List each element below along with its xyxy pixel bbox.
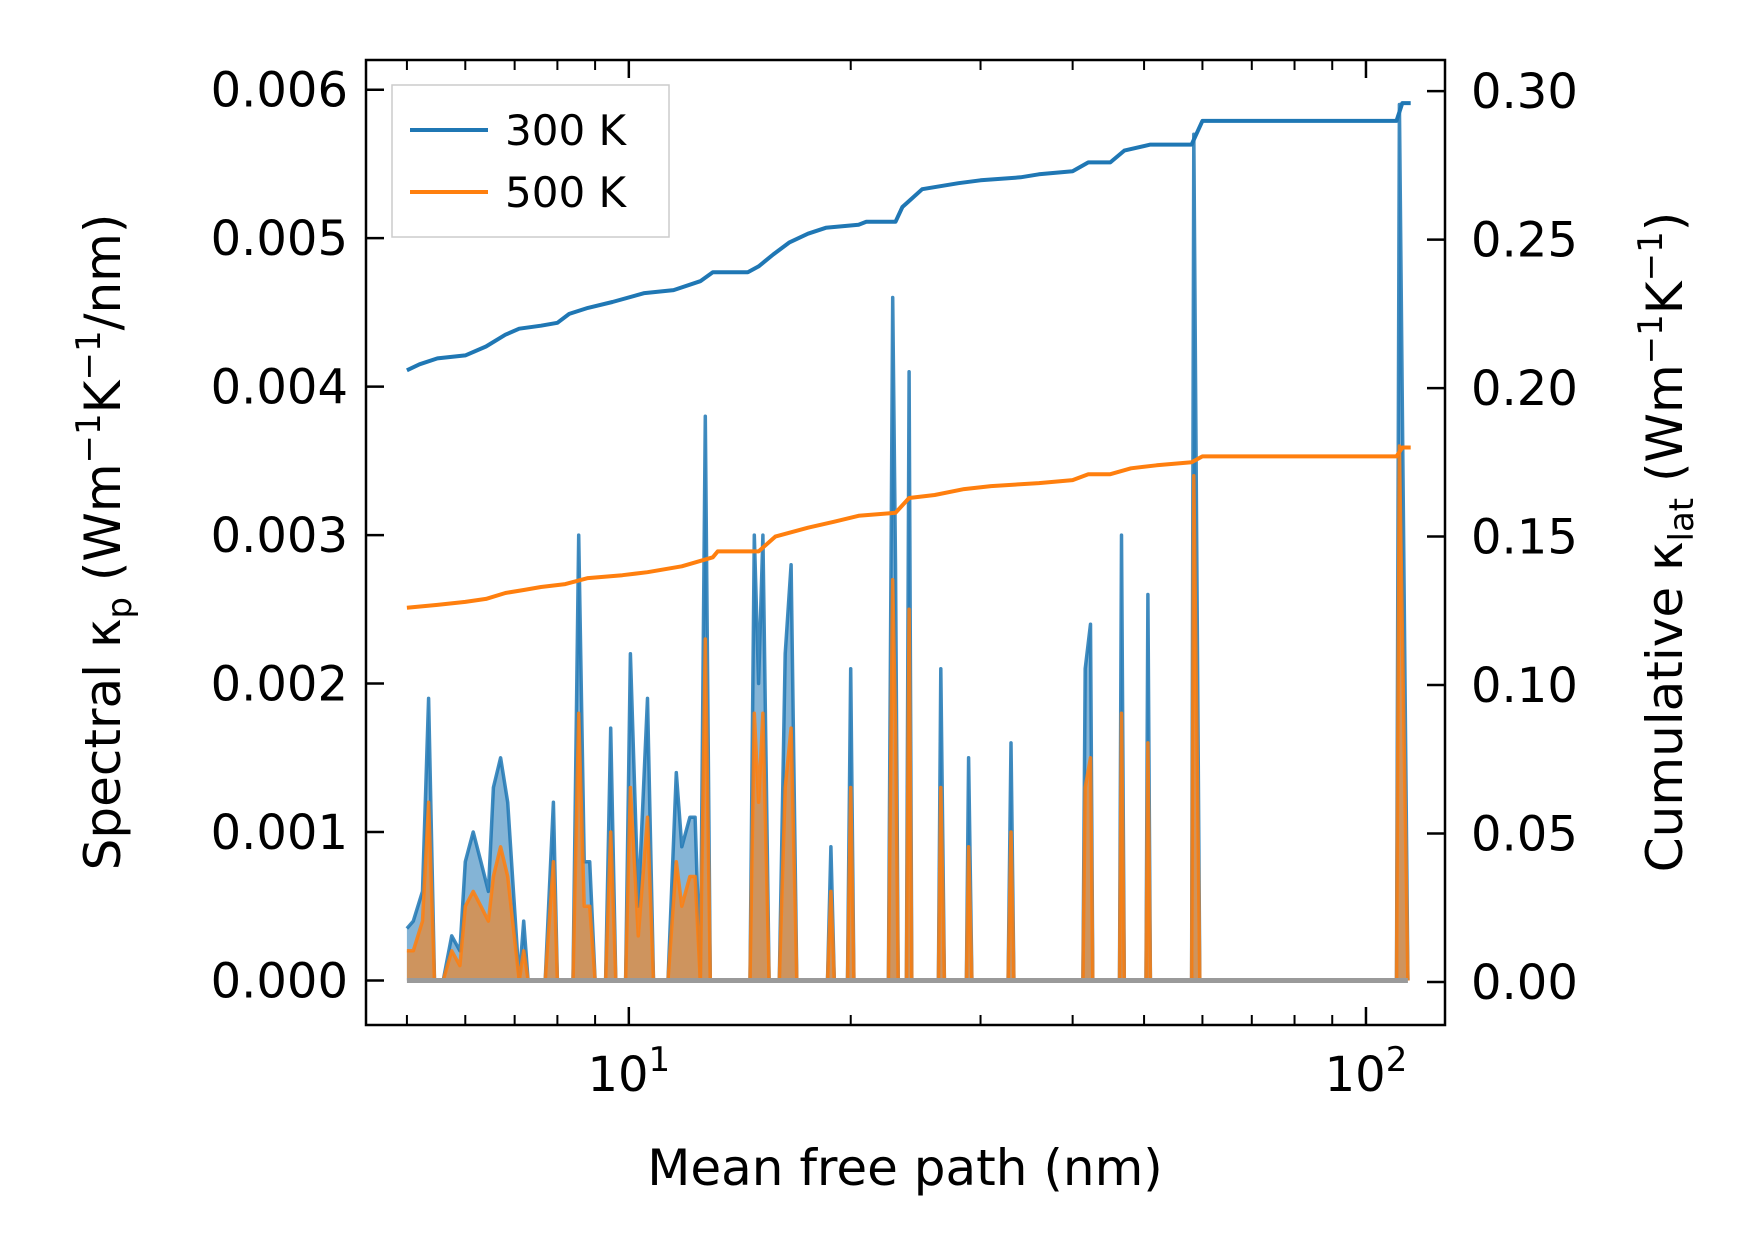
legend-label-300k: 300 K: [505, 106, 628, 155]
right-tick-label: 0.30: [1471, 64, 1578, 120]
left-tick-label: 0.001: [211, 805, 348, 861]
left-axis-label: Spectral κp (Wm−1K−1/nm): [69, 214, 140, 871]
x-axis-label: Mean free path (nm): [647, 1139, 1163, 1197]
right-tick-label: 0.05: [1471, 806, 1578, 862]
left-tick-label: 0.000: [211, 953, 348, 1009]
legend-label-500k: 500 K: [505, 168, 628, 217]
plot-area: [405, 101, 1411, 983]
left-tick-label: 0.003: [211, 508, 348, 564]
left-tick-label: 0.002: [211, 657, 348, 713]
axes-frame: [364, 58, 1447, 1027]
x-tick-label: 102: [1325, 1040, 1408, 1103]
left-tick-label: 0.005: [211, 211, 348, 267]
right-tick-label: 0.25: [1471, 213, 1578, 269]
spectral-line-500k: [406, 444, 1410, 983]
cumulative-line-300k: [406, 101, 1411, 373]
legend: 300 K 500 K: [391, 84, 670, 238]
right-tick-label: 0.10: [1471, 658, 1578, 714]
cumulative-line-500k: [406, 445, 1411, 610]
right-axis-label: Cumulative κlat (Wm−1K−1): [1631, 212, 1702, 872]
axis-ticks: 0.000 0.001 0.002 0.003 0.004 0.005 0.006 0.00 0…: [211, 60, 1578, 1103]
right-tick-label: 0.15: [1471, 510, 1578, 566]
right-tick-label: 0.20: [1471, 361, 1578, 417]
legend-box: [391, 84, 670, 238]
left-tick-label: 0.006: [211, 63, 348, 119]
right-tick-label: 0.00: [1471, 955, 1578, 1011]
x-tick-label: 101: [587, 1040, 670, 1103]
left-tick-label: 0.004: [211, 360, 348, 416]
